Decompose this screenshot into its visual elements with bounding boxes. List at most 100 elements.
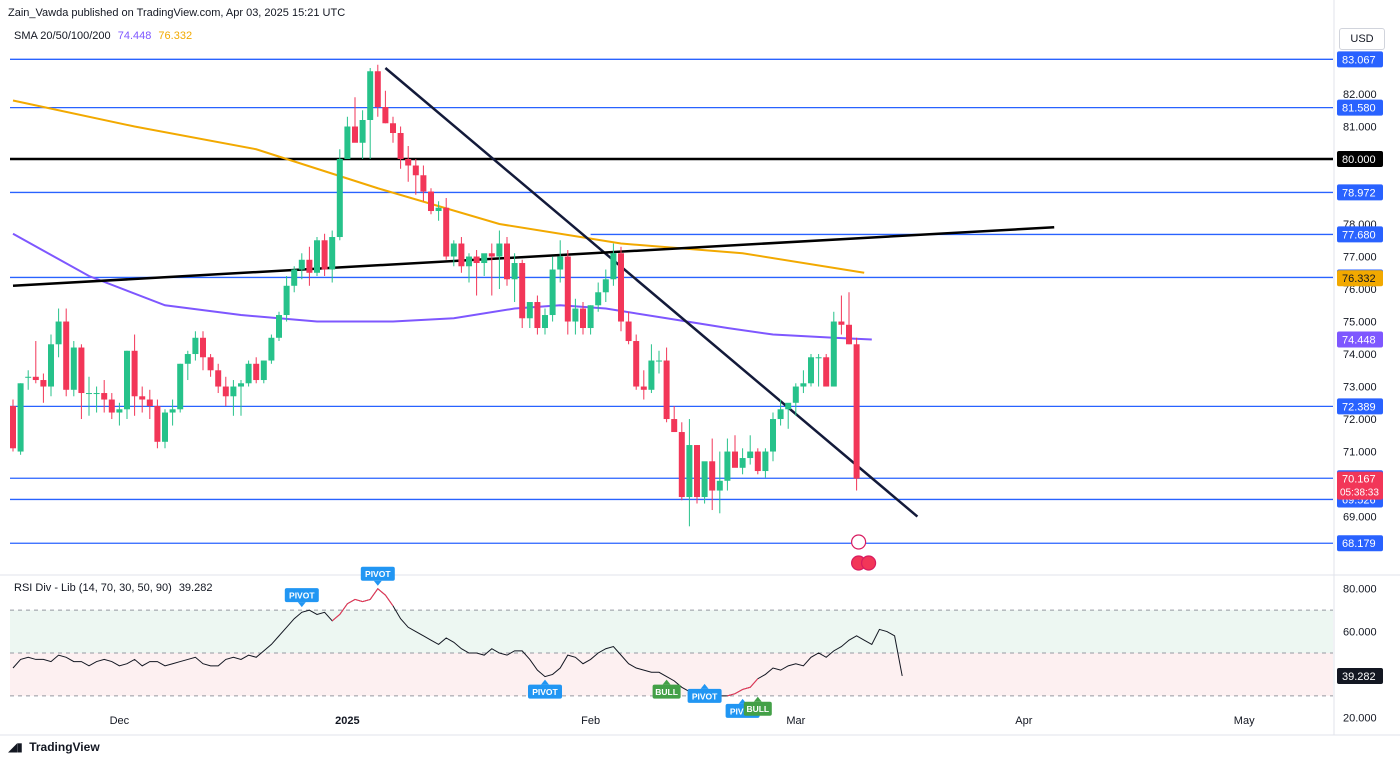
candle-body bbox=[792, 386, 799, 403]
candle bbox=[336, 149, 343, 241]
price-tick-label: 81.000 bbox=[1343, 122, 1377, 134]
candle bbox=[162, 409, 168, 449]
candle-body bbox=[245, 363, 252, 384]
level-tag-bg bbox=[1337, 151, 1383, 168]
candle-body bbox=[116, 409, 123, 413]
candle bbox=[192, 331, 199, 361]
candle bbox=[542, 308, 548, 335]
candle-body bbox=[131, 350, 138, 397]
candle bbox=[747, 435, 754, 465]
candle-body bbox=[724, 451, 731, 481]
rsi-value-tag: 39.282 bbox=[1342, 671, 1376, 683]
candle-body bbox=[671, 419, 678, 433]
candle-body bbox=[40, 380, 47, 387]
time-axis[interactable]: Dec 2025 Feb Mar Apr May bbox=[110, 715, 1255, 727]
publish-info: Zain_Vawda published on TradingView.com,… bbox=[8, 7, 346, 19]
candle bbox=[124, 350, 130, 420]
candle bbox=[17, 383, 24, 455]
candle bbox=[48, 334, 54, 397]
rsi-value-tag-bg bbox=[1337, 667, 1383, 684]
candle-body bbox=[534, 302, 541, 329]
price-tick-label: 76.000 bbox=[1343, 284, 1377, 296]
candle bbox=[466, 253, 472, 283]
candle bbox=[754, 448, 761, 475]
level-tag: 77.680 bbox=[1342, 229, 1376, 241]
price-tick-label: 77.000 bbox=[1343, 252, 1377, 264]
rsi-tick-label: 80.000 bbox=[1343, 584, 1377, 596]
sma-200-line bbox=[12, 99, 865, 274]
candle bbox=[846, 292, 852, 345]
candle bbox=[473, 250, 480, 296]
rsi-overbought-zone bbox=[10, 610, 1333, 653]
level-tag-bg bbox=[1337, 51, 1383, 68]
candle bbox=[374, 64, 381, 117]
time-tick-label: 2025 bbox=[335, 715, 359, 727]
level-tag-bg bbox=[1337, 535, 1383, 552]
marker-pointer bbox=[541, 679, 549, 685]
rsi-tick-label: 20.000 bbox=[1343, 712, 1377, 724]
candle-body bbox=[732, 451, 738, 468]
candle-body bbox=[146, 399, 153, 407]
candle-body bbox=[184, 354, 191, 364]
last-price-tag-bg bbox=[1337, 471, 1383, 500]
candle bbox=[139, 386, 146, 413]
candle-body bbox=[618, 253, 624, 322]
candle bbox=[10, 399, 16, 452]
candle bbox=[587, 305, 594, 335]
candle bbox=[823, 354, 830, 387]
marker-label: BULL bbox=[655, 687, 678, 697]
pivot-marker: PIVOT bbox=[528, 679, 562, 699]
rsi-legend[interactable]: RSI Div - Lib (14, 70, 30, 50, 90) 39.28… bbox=[14, 582, 212, 594]
candle-body bbox=[283, 285, 290, 316]
last-price-label: 70.167 bbox=[1342, 474, 1376, 486]
candle bbox=[200, 331, 206, 371]
candle bbox=[716, 451, 723, 514]
price-pane[interactable] bbox=[0, 0, 1400, 736]
candle bbox=[602, 269, 609, 303]
candle-body bbox=[260, 360, 267, 381]
candle-body bbox=[397, 133, 404, 160]
candle-body bbox=[542, 315, 548, 329]
candle bbox=[314, 237, 320, 277]
time-tick-label: May bbox=[1234, 715, 1255, 727]
candle-body bbox=[656, 360, 662, 362]
candle-body bbox=[298, 259, 305, 270]
candle bbox=[618, 246, 624, 332]
price-tick-label: 72.000 bbox=[1343, 414, 1377, 426]
candle bbox=[268, 334, 275, 364]
currency-button[interactable]: USD bbox=[1339, 28, 1385, 50]
candle-body bbox=[640, 386, 647, 390]
candle-body bbox=[504, 243, 510, 280]
candle bbox=[785, 402, 792, 429]
candle bbox=[838, 295, 845, 335]
candle-body bbox=[321, 240, 328, 270]
sma-legend[interactable]: SMA 20/50/100/200 74.448 76.332 bbox=[14, 30, 192, 42]
candle bbox=[184, 350, 191, 381]
candle-body bbox=[519, 263, 526, 319]
price-axis[interactable]: 82.00081.00078.00077.00076.00075.00074.0… bbox=[1337, 51, 1383, 724]
candle-body bbox=[428, 191, 434, 212]
price-tick-label: 69.000 bbox=[1343, 512, 1377, 524]
candle bbox=[435, 201, 442, 221]
candle bbox=[830, 311, 837, 387]
candle-body bbox=[526, 302, 533, 319]
candle-body bbox=[572, 308, 579, 322]
sma-tag: 74.448 bbox=[1342, 334, 1376, 346]
candle-body bbox=[435, 207, 442, 212]
candle-body bbox=[222, 386, 229, 397]
candle-body bbox=[830, 321, 837, 387]
marker-pointer bbox=[662, 679, 671, 685]
candle-body bbox=[496, 243, 503, 257]
candle bbox=[291, 266, 298, 293]
candle bbox=[770, 412, 776, 462]
tradingview-brand[interactable]: ◢▮ TradingView bbox=[8, 740, 100, 754]
candle-body bbox=[648, 360, 655, 390]
level-tag-bg bbox=[1337, 398, 1383, 415]
price-tick-label: 73.000 bbox=[1343, 382, 1377, 394]
candle-body bbox=[777, 409, 784, 420]
marker-label: BULL bbox=[746, 704, 769, 714]
level-tag: 80.000 bbox=[1342, 154, 1376, 166]
candle bbox=[701, 461, 708, 504]
